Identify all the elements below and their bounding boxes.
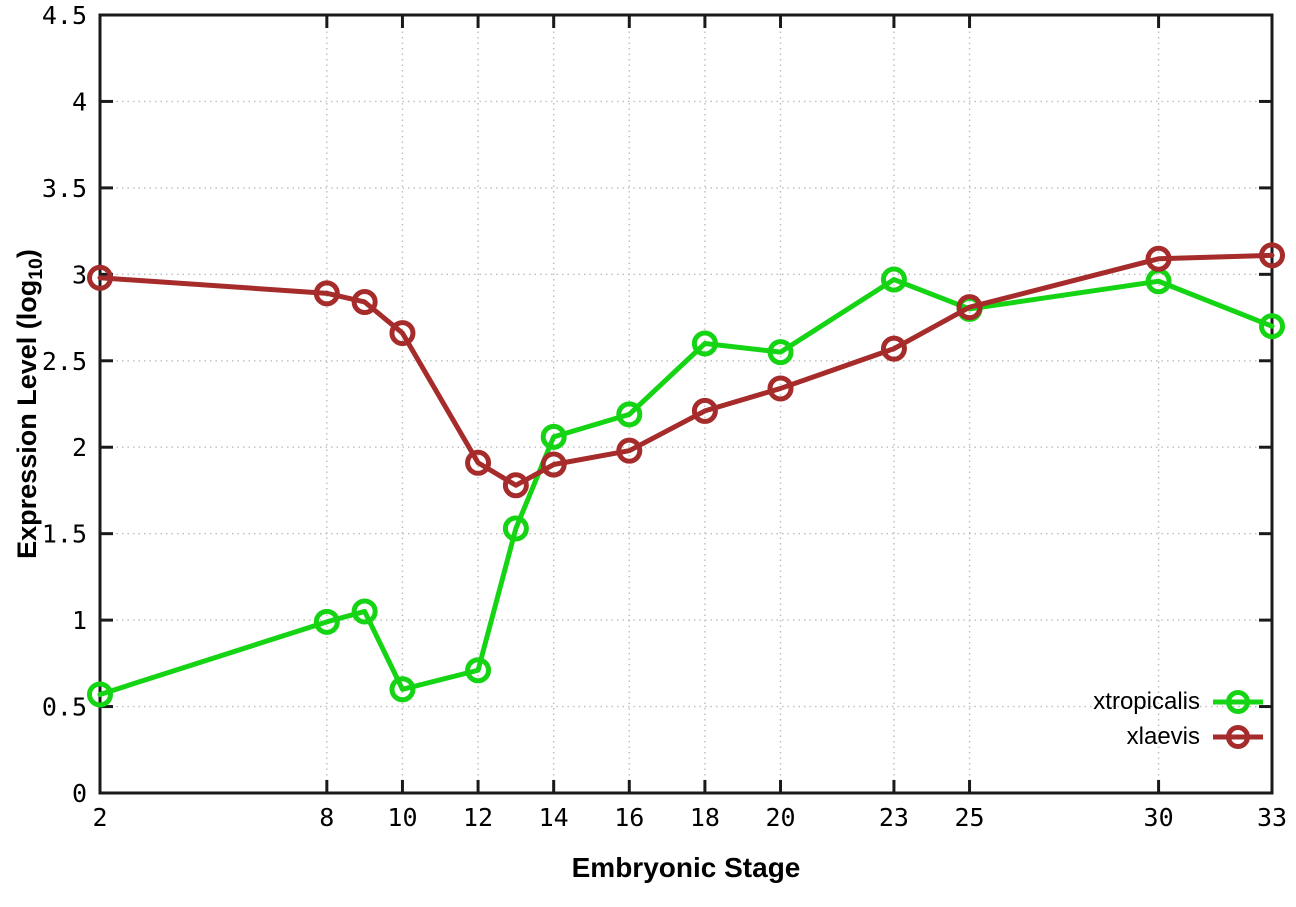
data-point-xlaevis-stage-20 [767,375,794,402]
data-point-xtropicalis-stage-13 [502,515,529,542]
plot-border [98,13,1274,795]
x-tick-label: 18 [690,803,720,832]
legend-item-xtropicalis: xtropicalis [1093,686,1264,717]
data-point-xlaevis-stage-8 [313,280,340,307]
data-point-xlaevis-stage-18 [691,397,718,424]
x-tick-label: 20 [765,803,795,832]
data-point-xlaevis-stage-23 [880,335,907,362]
data-point-xlaevis-stage-2 [87,264,113,291]
data-point-xtropicalis-stage-9 [351,598,378,625]
data-point-xlaevis-stage-14 [540,451,567,478]
legend-label: xlaevis [1126,722,1200,750]
x-tick-label: 2 [92,803,107,832]
y-tick-label: 2 [72,433,87,462]
data-point-xtropicalis-stage-20 [767,339,794,366]
y-tick-label: 1.5 [42,520,87,549]
y-tick-label: 0 [72,779,87,808]
data-point-xtropicalis-stage-14 [540,423,567,450]
x-axis-title: Embryonic Stage [571,852,801,883]
y-axis-title-subscript: 10 [24,258,47,280]
legend-label: xtropicalis [1093,687,1200,715]
x-tick-label: 25 [954,803,984,832]
data-point-xtropicalis-stage-10 [389,676,416,703]
legend-sample-line-icon [1213,724,1263,749]
x-tick-label: 23 [879,803,909,832]
legend-item-xlaevis: xlaevis [1127,721,1264,752]
y-tick-label: 4.5 [42,1,87,30]
data-point-xlaevis-stage-16 [616,437,643,464]
data-point-xlaevis-stage-13 [502,472,529,499]
series-line-xtropicalis [97,277,1275,697]
x-tick-label: 12 [463,803,493,832]
y-tick-label: 2.5 [42,347,87,376]
y-tick-label: 3.5 [42,174,87,203]
y-tick-label: 1 [72,606,87,635]
x-tick-label: 33 [1257,803,1287,832]
x-tick-label: 10 [387,803,417,832]
data-point-xlaevis-stage-12 [465,449,492,476]
y-tick-label: 4 [72,87,87,116]
data-point-xtropicalis-stage-12 [465,657,492,684]
y-axis-title: Expression Level (log10) [12,249,48,559]
x-tick-label: 14 [539,803,569,832]
data-point-xlaevis-stage-9 [351,288,378,315]
data-point-xtropicalis-stage-18 [691,330,718,357]
data-point-xtropicalis-stage-23 [880,266,907,293]
data-point-xlaevis-stage-10 [389,320,416,347]
data-point-xlaevis-stage-25 [956,294,983,321]
x-tick-label: 30 [1144,803,1174,832]
data-point-xtropicalis-stage-8 [313,608,340,635]
data-point-xtropicalis-stage-33 [1259,313,1285,340]
data-point-xtropicalis-stage-16 [616,401,643,428]
y-tick-label: 0.5 [42,693,87,722]
x-tick-label: 16 [614,803,644,832]
data-point-xlaevis-stage-30 [1145,245,1172,272]
legend-sample-line-icon [1213,689,1263,714]
data-point-xlaevis-stage-33 [1259,242,1285,269]
x-tick-label: 8 [319,803,334,832]
y-axis-title-close: ) [12,249,43,259]
y-axis-title-text: Expression Level (log [12,279,43,559]
y-tick-label: 3 [72,260,87,289]
data-point-xtropicalis-stage-2 [87,681,113,708]
legend: xtropicalis xlaevis [1093,686,1264,752]
